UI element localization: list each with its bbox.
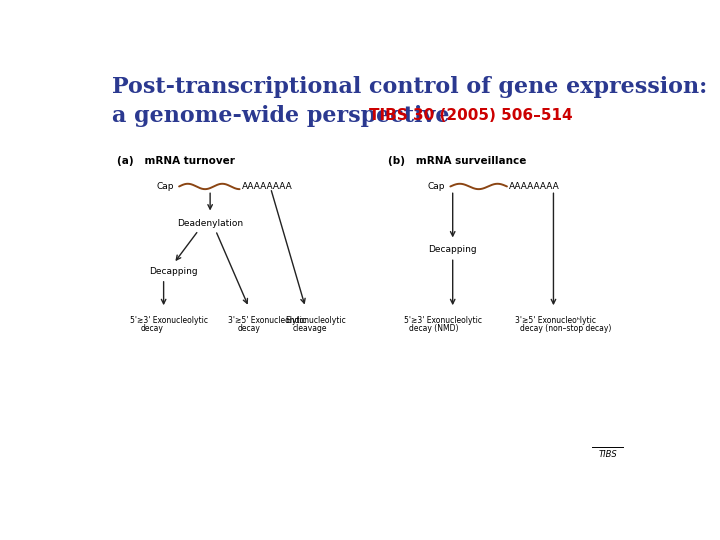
Text: AAAAAAAA: AAAAAAAA [509, 182, 560, 191]
Text: Decapping: Decapping [149, 267, 198, 275]
Text: 3'≳5' Exonucleoʰlytic: 3'≳5' Exonucleoʰlytic [515, 316, 595, 325]
Text: TIBS 30 (2005) 506–514: TIBS 30 (2005) 506–514 [369, 108, 572, 123]
Text: a genome-wide perspective: a genome-wide perspective [112, 105, 449, 127]
Text: 3'≳5' Exonucleolytic: 3'≳5' Exonucleolytic [228, 316, 306, 325]
Text: Cap: Cap [157, 182, 174, 191]
Text: TIBS: TIBS [598, 450, 617, 459]
Text: Deadenylation: Deadenylation [177, 219, 243, 228]
Text: 5'≳3' Exonucleolytic: 5'≳3' Exonucleolytic [404, 316, 482, 325]
Text: (a)   mRNA turnover: (a) mRNA turnover [117, 156, 235, 166]
Text: Endonucleolytic: Endonucleolytic [285, 316, 346, 325]
Text: 5'≳3' Exonucleolytic: 5'≳3' Exonucleolytic [130, 316, 208, 325]
Text: decay (non–stop decay): decay (non–stop decay) [520, 323, 611, 333]
Text: Post-transcriptional control of gene expression:: Post-transcriptional control of gene exp… [112, 76, 715, 98]
Text: AAAAAAAA: AAAAAAAA [242, 182, 292, 191]
Text: decay: decay [238, 323, 260, 333]
Text: (b)   mRNA surveillance: (b) mRNA surveillance [388, 156, 527, 166]
Text: cleavage: cleavage [293, 323, 328, 333]
Text: Cap: Cap [427, 182, 445, 191]
Text: decay: decay [140, 323, 163, 333]
Text: decay (NMD): decay (NMD) [409, 323, 459, 333]
Text: Decapping: Decapping [428, 245, 477, 254]
